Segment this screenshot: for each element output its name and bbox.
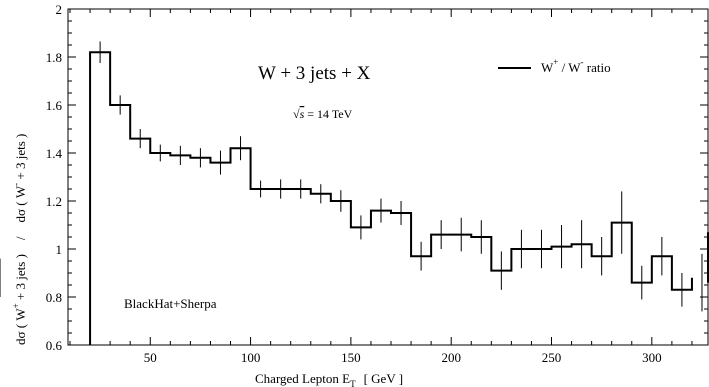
y-tick-label: 1 — [56, 242, 63, 257]
axis-tick-labels: 50 100 150 200 250 300 0.6 0.8 1 1.2 1.4 1.6 1.8 2 — [46, 2, 662, 365]
y-tick-label: 1.8 — [46, 50, 62, 65]
x-tick-label: 300 — [642, 350, 662, 365]
y-tick-label: 2 — [56, 2, 63, 17]
energy-label: √s = 14 TeV — [293, 107, 353, 121]
legend: W+ / W- ratio — [498, 57, 611, 75]
x-tick-label: 250 — [542, 350, 562, 365]
y-tick-label: 1.2 — [46, 194, 62, 209]
x-tick-label: 200 — [441, 350, 461, 365]
histogram-series — [0, 41, 709, 345]
legend-label: W+ / W- ratio — [541, 57, 611, 75]
x-tick-label: 50 — [144, 350, 157, 365]
y-axis-title: dσ ( W+ + 3 jets )/dσ ( W- + 3 jets ) — [11, 134, 28, 345]
x-tick-label: 100 — [241, 350, 261, 365]
y-tick-label: 0.8 — [46, 290, 62, 305]
x-axis-title: Charged Lepton ET[ GeV ] — [255, 371, 403, 387]
axis-ticks — [68, 8, 708, 346]
chart-title: W + 3 jets + X — [258, 63, 371, 84]
plot-frame — [67, 8, 709, 346]
y-tick-label: 1.6 — [46, 98, 63, 113]
generator-annotation: BlackHat+Sherpa — [124, 296, 217, 311]
y-tick-label: 0.6 — [46, 338, 63, 353]
y-tick-label: 1.4 — [46, 146, 63, 161]
x-tick-label: 150 — [341, 350, 361, 365]
